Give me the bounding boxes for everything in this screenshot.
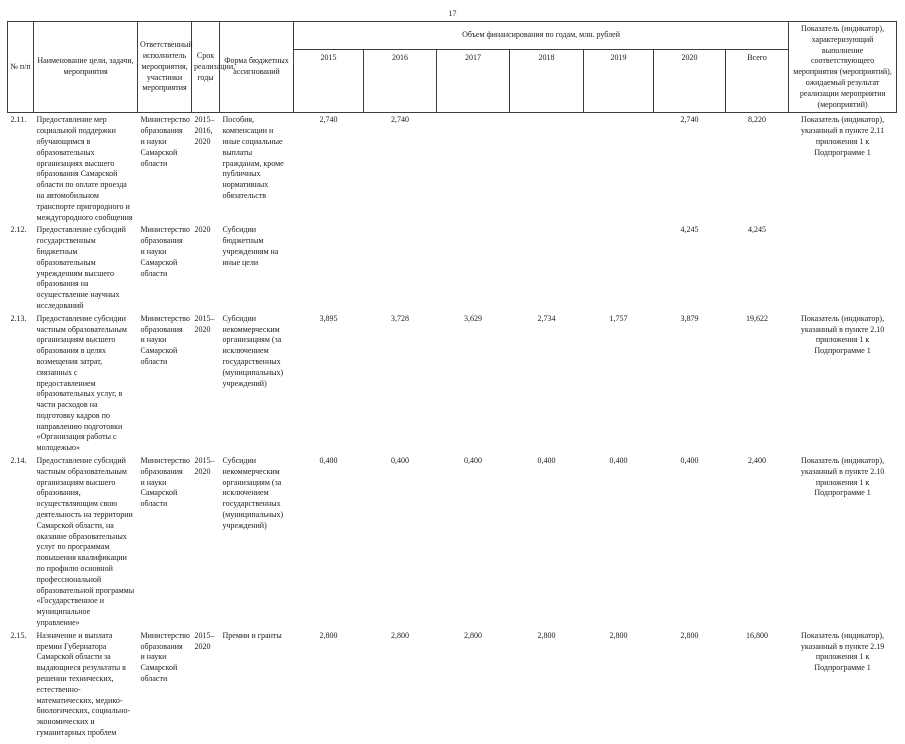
col-header-funding: Объем финансирования по годам, млн. рубл… <box>292 21 790 50</box>
table-row: 2.15. Назначение и выплата премии Губерн… <box>8 629 897 744</box>
cell-indicator <box>789 223 897 311</box>
cell-value-total: 19,622 <box>746 313 769 323</box>
cell-value-2019 <box>584 113 654 223</box>
cell-value-2020: 3,879 <box>680 313 699 323</box>
table-header: № п/п Наименование цели, задачи, меропри… <box>7 20 898 114</box>
table-row: 2.12. Предоставление субсидий государств… <box>8 223 897 311</box>
cell-num: 2.11. <box>10 115 27 125</box>
col-header-2019: 2019 <box>583 48 654 114</box>
cell-form: Субсидии некоммерческим организациям (за… <box>222 456 284 530</box>
cell-executor: Министерство образования и науки Самарск… <box>140 313 190 366</box>
cell-indicator: Показатель (индикатор), указанный в пунк… <box>800 456 885 498</box>
cell-value-2020: 2,800 <box>680 630 699 640</box>
cell-value-2015: 0,400 <box>319 456 338 466</box>
cell-executor: Министерство образования и науки Самарск… <box>140 225 190 278</box>
cell-name: Предоставление субсидий государственным … <box>36 225 126 310</box>
cell-value-total: 8,220 <box>748 115 767 125</box>
cell-value-2018: 2,800 <box>537 630 556 640</box>
cell-value-2017 <box>437 113 510 223</box>
cell-value-2015 <box>294 223 364 311</box>
cell-form: Премии и гранты <box>222 630 282 640</box>
col-header-name: Наименование цели, задачи, мероприятия <box>33 20 138 114</box>
cell-value-2020: 0,400 <box>680 456 699 466</box>
budget-table: № п/п Наименование цели, задачи, меропри… <box>7 20 898 744</box>
cell-num: 2.13. <box>10 313 27 323</box>
cell-value-2016: 2,800 <box>391 630 409 640</box>
cell-value-2015: 2,800 <box>319 630 338 640</box>
cell-num: 2.12. <box>10 225 27 235</box>
table-row: 2.14. Предоставление субсидий частным об… <box>8 454 897 629</box>
cell-value-2019: 1,757 <box>609 313 628 323</box>
cell-value-2017 <box>437 223 510 311</box>
col-header-2017: 2017 <box>436 48 510 114</box>
cell-value-2019 <box>584 223 654 311</box>
col-header-term: Срок реализации, годы <box>191 20 235 114</box>
cell-value-total: 2,400 <box>748 456 767 466</box>
cell-value-2016 <box>364 223 437 311</box>
cell-term: 2015–2016, 2020 <box>194 115 215 146</box>
cell-indicator: Показатель (индикатор), указанный в пунк… <box>801 115 885 157</box>
cell-num: 2.14. <box>10 456 27 466</box>
cell-term: 2020 <box>194 225 211 235</box>
cell-executor: Министерство образования и науки Самарск… <box>140 115 190 168</box>
page-number: 17 <box>448 9 457 18</box>
cell-value-2018: 2,734 <box>537 313 556 323</box>
cell-value-2018: 0,400 <box>537 456 556 466</box>
cell-num: 2.15. <box>10 630 27 640</box>
col-header-2020: 2020 <box>653 48 726 114</box>
cell-indicator: Показатель (индикатор), указанный в пунк… <box>800 630 885 673</box>
cell-term: 2015–2020 <box>194 456 215 476</box>
cell-value-2017: 3,629 <box>464 313 482 323</box>
cell-value-2017: 2,800 <box>464 630 482 640</box>
col-header-executor: Ответственный исполнитель мероприятия, у… <box>137 20 193 114</box>
cell-value-2018 <box>510 223 584 311</box>
col-header-total: Всего <box>724 48 790 114</box>
cell-value-2016: 2,740 <box>391 115 409 125</box>
cell-executor: Министерство образования и науки Самарск… <box>140 630 190 684</box>
cell-form: Субсидии бюджетным учреждениям на иные ц… <box>222 225 279 267</box>
cell-value-2020: 2,740 <box>680 115 699 125</box>
cell-name: Предоставление субсидий частным образова… <box>36 456 135 628</box>
cell-indicator: Показатель (индикатор), указанный в пунк… <box>800 313 885 356</box>
cell-term: 2015–2020 <box>194 630 215 651</box>
cell-value-2015: 3,895 <box>319 313 338 323</box>
cell-value-2018 <box>510 113 584 223</box>
cell-name: Назначение и выплата премии Губернатора … <box>36 630 131 737</box>
cell-value-total: 16,800 <box>746 630 769 640</box>
cell-form: Субсидии некоммерческим организациям (за… <box>222 313 284 388</box>
cell-value-2019: 0,400 <box>609 456 628 466</box>
cell-name: Предоставление субсидии частным образова… <box>36 313 128 453</box>
cell-value-2016: 3,728 <box>391 313 409 323</box>
col-header-num: № п/п <box>7 20 34 114</box>
cell-form: Пособия, компенсации и иные социальные в… <box>222 115 284 200</box>
table-body: 2.11. Предоставление мер социальной подд… <box>8 113 897 744</box>
cell-value-total: 4,245 <box>748 225 767 235</box>
cell-name: Предоставление мер социальной поддержки … <box>36 115 133 222</box>
col-header-form: Форма бюджетных ассигнований <box>219 20 294 114</box>
cell-value-2016: 0,400 <box>391 456 409 466</box>
cell-executor: Министерство образования и науки Самарск… <box>140 456 190 509</box>
col-header-indicator: Показатель (индикатор), характеризующий … <box>788 20 898 114</box>
cell-value-2015: 2,740 <box>319 115 338 125</box>
cell-term: 2015–2020 <box>194 313 215 334</box>
cell-value-2020: 4,245 <box>680 225 699 235</box>
document-page: 17 № п/п Наименование цели, задачи, меро… <box>7 9 898 737</box>
table-row: 2.13. Предоставление субсидии частным об… <box>8 312 897 454</box>
col-header-2016: 2016 <box>363 48 437 114</box>
cell-value-2017: 0,400 <box>464 456 482 466</box>
table-row: 2.11. Предоставление мер социальной подд… <box>8 113 897 223</box>
cell-value-2019: 2,800 <box>609 630 628 640</box>
col-header-2018: 2018 <box>509 48 584 114</box>
col-header-2015: 2015 <box>293 48 364 114</box>
